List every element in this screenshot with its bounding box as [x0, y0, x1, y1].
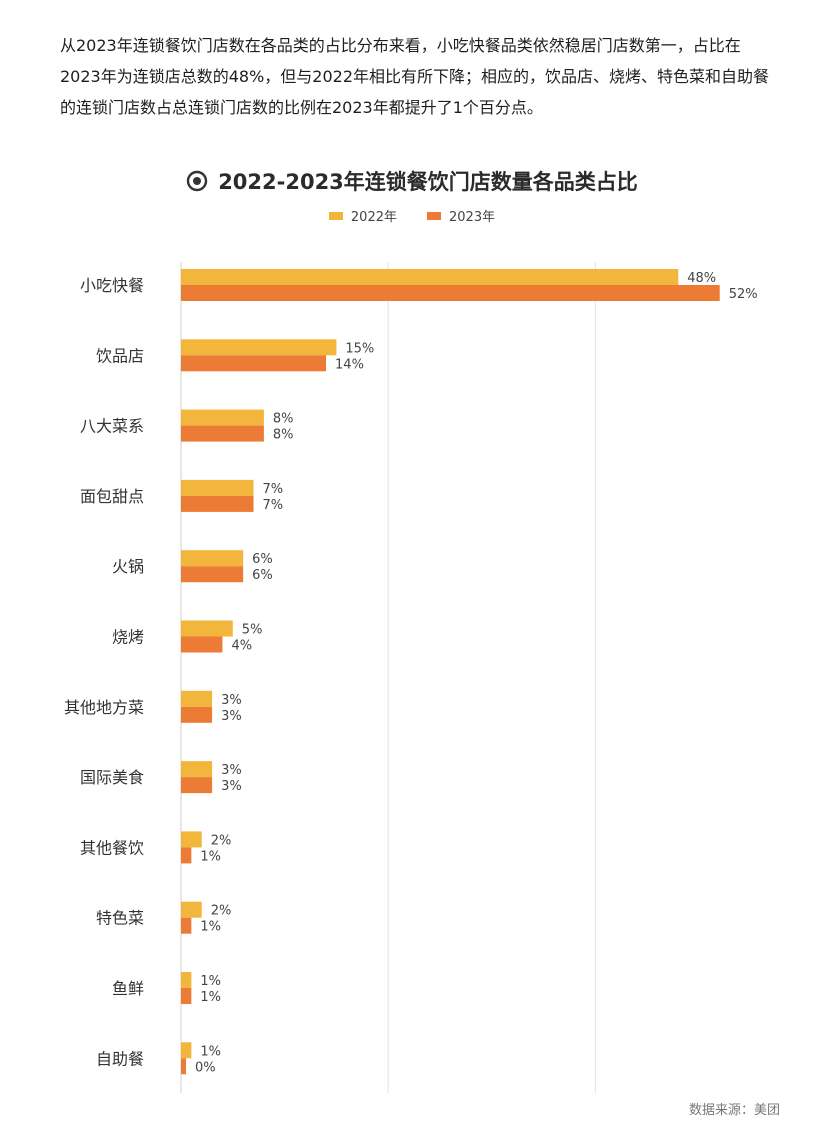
data-label: 3%	[221, 779, 242, 794]
bar-2023	[181, 285, 720, 301]
data-label: 6%	[252, 568, 273, 583]
bar-2022	[181, 269, 679, 285]
legend-label-2022: 2022年	[350, 210, 397, 225]
bar-2023	[181, 355, 327, 372]
bar-2023	[181, 777, 213, 794]
bar-2022	[181, 620, 233, 637]
data-label: 1%	[200, 849, 221, 864]
data-label: 3%	[221, 693, 242, 708]
bar-2023	[181, 425, 264, 442]
data-label: 6%	[252, 552, 273, 567]
bar-2022	[181, 339, 337, 356]
category-label: 自助餐	[96, 1049, 144, 1068]
data-label: 1%	[200, 1044, 221, 1059]
chart-title-row: 2022-2023年连锁餐饮门店数量各品类占比	[0, 166, 824, 196]
legend-label-2023: 2023年	[449, 210, 496, 225]
intro-paragraph: 从2023年连锁餐饮门店数在各品类的占比分布来看，小吃快餐品类依然稳居门店数第一…	[60, 36, 770, 117]
bar-2022	[181, 409, 264, 426]
data-label: 1%	[200, 974, 221, 989]
data-label: 52%	[729, 287, 758, 302]
bar-2023	[181, 1058, 186, 1075]
bar-2023	[181, 636, 223, 653]
data-label: 7%	[263, 498, 284, 513]
data-label: 15%	[345, 341, 374, 356]
category-label: 鱼鲜	[112, 979, 144, 998]
legend-item-2023: 2023年	[427, 206, 495, 225]
category-label: 火锅	[112, 557, 144, 576]
bar-2022	[181, 1042, 192, 1059]
data-label: 48%	[687, 271, 716, 286]
legend-swatch-2023	[427, 211, 441, 220]
bar-2023	[181, 847, 192, 864]
category-label: 特色菜	[96, 909, 144, 928]
data-label: 3%	[221, 763, 242, 778]
bar-2022	[181, 479, 254, 496]
data-label: 4%	[231, 639, 252, 654]
bar-2022	[181, 690, 213, 707]
category-label: 其他餐饮	[80, 838, 144, 857]
bar-2022	[181, 901, 202, 918]
bar-2022	[181, 550, 244, 567]
data-label: 8%	[273, 412, 294, 427]
data-label: 2%	[211, 904, 232, 919]
bar-2023	[181, 917, 192, 934]
data-label: 2%	[211, 833, 232, 848]
data-label: 14%	[335, 357, 364, 372]
bar-2023	[181, 988, 192, 1004]
chart-title-text: 2022-2023年连锁餐饮门店数量各品类占比	[218, 170, 638, 194]
category-label: 国际美食	[80, 768, 144, 787]
data-label: 1%	[200, 990, 221, 1005]
legend-swatch-2022	[328, 211, 343, 220]
category-label: 面包甜点	[80, 487, 144, 506]
data-label: 5%	[242, 623, 263, 638]
bar-2022	[181, 761, 213, 778]
chart-legend: 2022年 2023年	[0, 206, 824, 225]
bar-2023	[181, 566, 244, 583]
data-label: 7%	[263, 482, 284, 497]
bar-2023	[181, 495, 254, 512]
data-label: 1%	[200, 920, 221, 935]
data-label: 0%	[195, 1060, 216, 1075]
category-label: 烧烤	[112, 628, 144, 647]
bar-2023	[181, 706, 213, 723]
category-label: 饮品店	[96, 346, 144, 365]
category-label: 其他地方菜	[64, 698, 144, 717]
category-label: 小吃快餐	[80, 276, 144, 295]
chart-title: 2022-2023年连锁餐饮门店数量各品类占比	[186, 166, 638, 196]
category-label: 八大菜系	[80, 417, 144, 436]
data-label: 3%	[221, 709, 242, 724]
bar-2022	[181, 831, 202, 848]
bar-2022	[181, 972, 192, 988]
data-label: 8%	[273, 428, 294, 443]
legend-item-2022: 2022年	[328, 206, 397, 225]
target-icon	[186, 170, 208, 192]
source-note: 数据来源：美团	[688, 1103, 780, 1118]
